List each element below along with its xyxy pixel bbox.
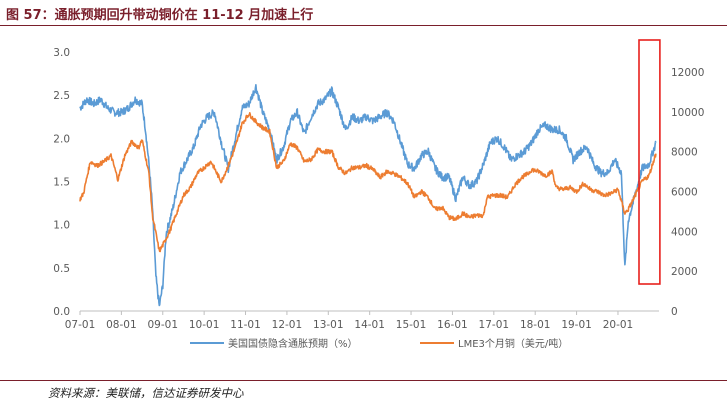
legend-label-2: LME3个月铜（美元/吨） (458, 337, 568, 350)
y-right-tick-label: 2000 (671, 266, 698, 278)
footer-divider (0, 380, 727, 381)
y-left-tick-label: 2.5 (53, 90, 70, 102)
highlight-box (638, 39, 661, 285)
x-tick-label: 14-01 (354, 319, 385, 331)
legend-label-1: 美国国债隐含通胀预期（%） (228, 337, 358, 350)
chart-title: 图 57：通胀预期回升带动铜价在 11-12 月加速上行 (6, 8, 314, 23)
x-tick-label: 08-01 (106, 319, 137, 331)
x-tick-label: 15-01 (396, 319, 427, 331)
x-tick-label: 12-01 (272, 319, 303, 331)
y-right-tick-label: 12000 (671, 67, 704, 79)
title-bar: 图 57：通胀预期回升带动铜价在 11-12 月加速上行 (0, 0, 727, 26)
x-tick-label: 16-01 (437, 319, 468, 331)
x-tick-label: 07-01 (65, 319, 96, 331)
y-right-tick-label: 10000 (671, 107, 704, 119)
y-left-tick-label: 3.0 (53, 47, 70, 59)
y-right-tick-label: 6000 (671, 186, 698, 198)
y-left-tick-label: 1.0 (53, 220, 70, 232)
y-right-tick-label: 0 (671, 306, 678, 318)
x-tick-label: 17-01 (479, 319, 510, 331)
source-note: 资料来源：美联储，信达证券研发中心 (48, 386, 244, 400)
x-tick-label: 18-01 (520, 319, 551, 331)
y-left-tick-label: 0.5 (53, 263, 70, 275)
x-tick-label: 19-01 (561, 319, 592, 331)
y-right-tick-label: 8000 (671, 147, 698, 159)
x-tick-label: 10-01 (189, 319, 220, 331)
series-line-2 (79, 112, 657, 253)
x-tick-label: 20-01 (603, 319, 634, 331)
x-tick-label: 09-01 (148, 319, 179, 331)
x-tick-label: 13-01 (313, 319, 344, 331)
x-tick-label: 11-01 (230, 319, 261, 331)
y-left-tick-label: 0.0 (53, 306, 70, 318)
y-left-tick-label: 2.0 (53, 133, 70, 145)
y-left-tick-label: 1.5 (53, 177, 70, 189)
y-right-tick-label: 4000 (671, 226, 698, 238)
chart-area: 0.0 0.5 1.0 1.5 2.0 2.5 3.0 0 2000 4000 6000 8000 10… (53, 39, 704, 350)
series-line-1 (79, 84, 657, 307)
